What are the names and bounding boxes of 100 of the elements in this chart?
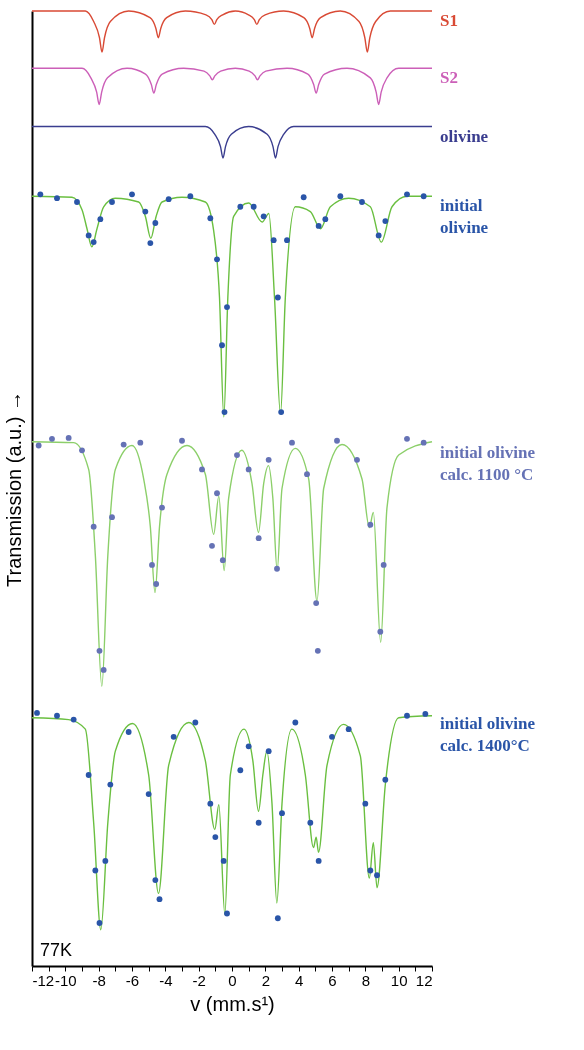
point [274, 915, 281, 922]
point [207, 800, 214, 807]
point [359, 199, 365, 205]
point [274, 565, 280, 572]
point [137, 439, 144, 446]
point [237, 203, 244, 210]
point [382, 776, 389, 783]
point [159, 504, 165, 511]
point [237, 767, 244, 774]
point [374, 872, 380, 879]
point [145, 791, 152, 798]
point [156, 896, 163, 903]
point [109, 514, 115, 521]
point [54, 712, 60, 719]
point [224, 910, 230, 917]
x-axis-title: v (mm.s¹) [190, 992, 275, 1015]
point [79, 447, 85, 454]
point [420, 193, 427, 200]
point [92, 867, 99, 874]
point [90, 239, 97, 246]
x-tick-label: -10 [54, 971, 77, 989]
point [274, 294, 281, 301]
point [404, 191, 410, 198]
x-tick-label: 12 [415, 971, 433, 989]
x-tick-label: -8 [92, 971, 106, 989]
point [345, 726, 352, 733]
x-tick-label: 8 [361, 971, 371, 989]
point [382, 218, 389, 225]
point [245, 466, 252, 473]
point [214, 490, 220, 497]
point [377, 628, 384, 635]
point [187, 193, 194, 200]
point [100, 667, 107, 673]
point [265, 456, 272, 463]
point [96, 647, 103, 654]
point [199, 466, 205, 473]
point [170, 733, 177, 740]
point [221, 409, 228, 416]
point [250, 203, 257, 210]
x-tick-label: -2 [192, 971, 206, 989]
point [270, 237, 277, 244]
point [334, 437, 340, 444]
point [234, 452, 240, 458]
y-axis-title: Transmission (a.u.) → [2, 391, 25, 587]
point [107, 781, 114, 788]
point [279, 810, 285, 817]
point [315, 858, 322, 864]
point [152, 220, 159, 226]
point [422, 710, 429, 717]
point [96, 920, 103, 926]
point [404, 435, 410, 442]
point [219, 557, 226, 564]
point [65, 434, 72, 441]
point [207, 215, 214, 222]
point [300, 194, 307, 201]
point [90, 523, 97, 530]
point [367, 521, 374, 528]
point [74, 199, 80, 205]
series-label: S1 [440, 11, 458, 30]
point [49, 435, 55, 442]
point [179, 437, 185, 444]
point [220, 858, 227, 864]
point [284, 237, 290, 244]
x-tick-label: -6 [125, 971, 140, 989]
series-label: initial olivine calc. 1100 °C [440, 442, 536, 484]
point [354, 456, 360, 463]
point [209, 542, 215, 549]
point [265, 748, 272, 755]
point [102, 858, 109, 864]
point [165, 196, 172, 203]
point [37, 191, 44, 198]
point [260, 213, 267, 220]
point [245, 743, 252, 750]
point [337, 193, 344, 200]
point [307, 819, 314, 826]
point [125, 729, 132, 735]
point [35, 442, 42, 449]
point [380, 561, 387, 568]
point [149, 561, 155, 568]
annotation: 77K [40, 940, 73, 960]
point [314, 647, 321, 654]
point [255, 535, 262, 542]
point [152, 877, 159, 883]
point [70, 716, 77, 723]
point [322, 216, 329, 223]
point [404, 712, 410, 719]
point [212, 834, 219, 840]
point [278, 409, 285, 416]
point [192, 719, 199, 726]
x-tick-label: 0 [228, 971, 237, 989]
point [292, 719, 299, 726]
point [142, 208, 149, 215]
point [219, 342, 225, 349]
point [85, 232, 92, 239]
series-label: S2 [440, 68, 458, 88]
point [147, 240, 154, 246]
point [375, 232, 382, 239]
x-tick-label: 4 [294, 971, 304, 989]
series-label: initial olivine calc. 1400°C [440, 713, 536, 755]
x-tick-label: -12 [32, 971, 55, 989]
